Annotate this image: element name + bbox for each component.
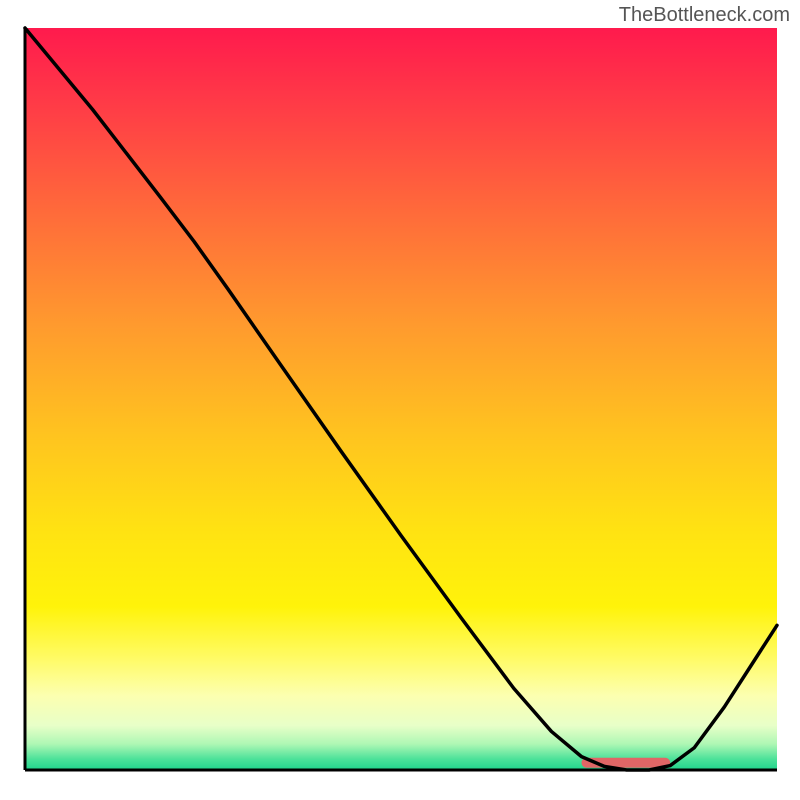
chart-svg xyxy=(0,0,800,800)
gradient-background xyxy=(25,28,777,770)
attribution-text: TheBottleneck.com xyxy=(619,4,790,27)
bottleneck-chart: TheBottleneck.com xyxy=(0,0,800,800)
